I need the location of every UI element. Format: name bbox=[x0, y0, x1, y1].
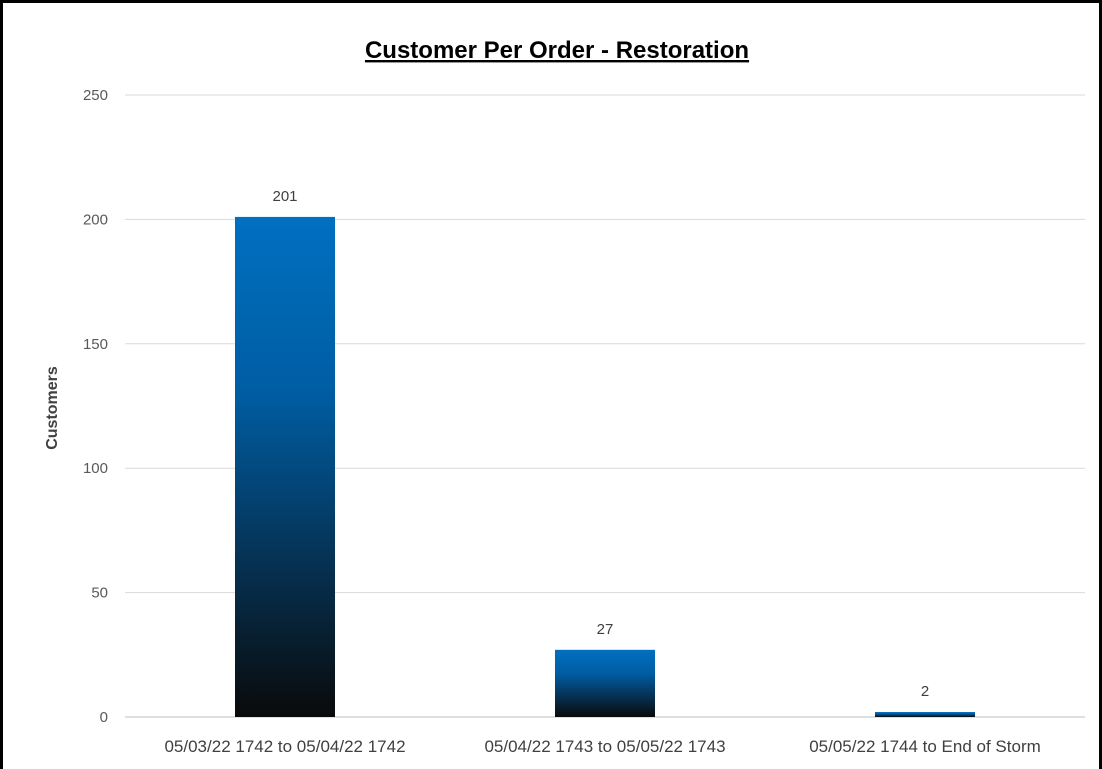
data-label: 2 bbox=[921, 683, 929, 700]
category-labels: 05/03/22 1742 to 05/04/22 1742 05/04/22 1… bbox=[164, 737, 1040, 756]
y-tick-label: 100 bbox=[83, 460, 108, 477]
data-label: 201 bbox=[272, 188, 297, 205]
x-category-label: 05/05/22 1744 to End of Storm bbox=[809, 737, 1041, 756]
data-labels: 201 27 2 bbox=[272, 188, 929, 700]
y-tick-label: 200 bbox=[83, 211, 108, 228]
y-axis-label: Customers bbox=[44, 366, 61, 450]
bars bbox=[235, 216, 975, 718]
x-category-label: 05/04/22 1743 to 05/05/22 1743 bbox=[484, 737, 725, 756]
y-tick-label: 250 bbox=[83, 87, 108, 104]
data-label: 27 bbox=[597, 621, 614, 638]
bar bbox=[875, 712, 975, 717]
y-tick-label: 0 bbox=[100, 709, 108, 726]
bar bbox=[555, 649, 655, 717]
y-tick-label: 150 bbox=[83, 336, 108, 353]
chart-title: Customer Per Order - Restoration bbox=[365, 37, 749, 64]
bar bbox=[235, 216, 335, 718]
y-tick-labels: 0 50 100 150 200 250 bbox=[83, 87, 108, 726]
y-tick-label: 50 bbox=[91, 585, 108, 602]
x-category-label: 05/03/22 1742 to 05/04/22 1742 bbox=[164, 737, 405, 756]
